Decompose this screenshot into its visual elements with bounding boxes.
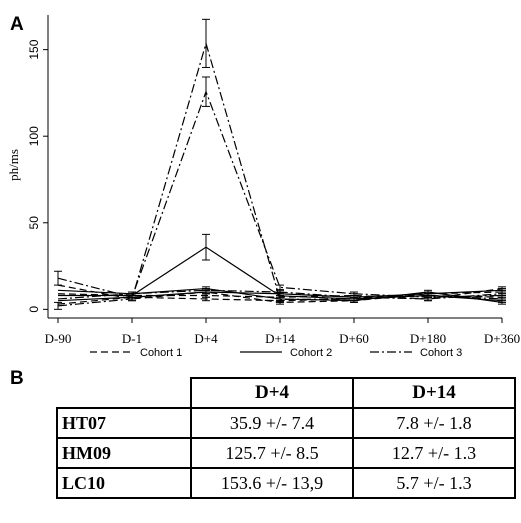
legend-label: Cohort 3 [420, 347, 462, 359]
table-cell: 125.7 +/- 8.5 [190, 437, 354, 469]
table-row-label: HM09 [56, 437, 192, 469]
panel-a-label: A [10, 14, 24, 35]
chart-plot-area [54, 18, 506, 310]
table-row: HT07 35.9 +/- 7.4 7.8 +/- 1.8 [56, 407, 516, 439]
y-tick-label: 150 [27, 39, 41, 59]
y-axis-label: ph/ms [6, 149, 21, 181]
chart-legend: Cohort 1 Cohort 2 Cohort 3 [90, 347, 462, 359]
table-cell: 153.6 +/- 13,9 [190, 467, 354, 499]
x-tick-label: D+14 [265, 331, 295, 346]
y-tick-label: 100 [27, 126, 41, 146]
table-row-label: LC10 [56, 467, 192, 499]
x-tick-label: D-90 [45, 331, 72, 346]
series-line [57, 89, 503, 298]
table-cell: 12.7 +/- 1.3 [352, 437, 516, 469]
table-corner-cell [57, 378, 192, 409]
legend-label: Cohort 1 [140, 347, 182, 359]
table-header-d4: D+4 [190, 377, 354, 409]
series-line [57, 41, 503, 307]
line-chart: 0 50 100 150 ph/ms D-90 D-1 D+4 D+14 D+60 D+180 D+3… [6, 15, 520, 359]
x-tick-label: D+180 [410, 331, 446, 346]
table-header-d14: D+14 [352, 377, 516, 409]
table-header-row: D+4 D+14 [57, 377, 516, 409]
x-tick-label: D+360 [484, 331, 520, 346]
summary-table: D+4 D+14 HT07 35.9 +/- 7.4 7.8 +/- 1.8 H… [56, 377, 516, 499]
y-tick-label: 0 [27, 306, 41, 313]
x-tick-label: D+4 [194, 331, 218, 346]
table-row-label: HT07 [56, 407, 192, 439]
panel-b-label: B [10, 368, 24, 389]
table-cell: 35.9 +/- 7.4 [190, 407, 354, 439]
table-cell: 5.7 +/- 1.3 [352, 467, 516, 499]
table-row: LC10 153.6 +/- 13,9 5.7 +/- 1.3 [56, 467, 516, 499]
legend-label: Cohort 2 [290, 347, 332, 359]
y-tick-label: 50 [27, 216, 41, 230]
table-cell: 7.8 +/- 1.8 [352, 407, 516, 439]
x-tick-label: D+60 [339, 331, 369, 346]
table-row: HM09 125.7 +/- 8.5 12.7 +/- 1.3 [56, 437, 516, 469]
chart-axes: 0 50 100 150 ph/ms D-90 D-1 D+4 D+14 D+60 D+180 D+3… [6, 15, 520, 346]
x-tick-label: D-1 [122, 331, 142, 346]
